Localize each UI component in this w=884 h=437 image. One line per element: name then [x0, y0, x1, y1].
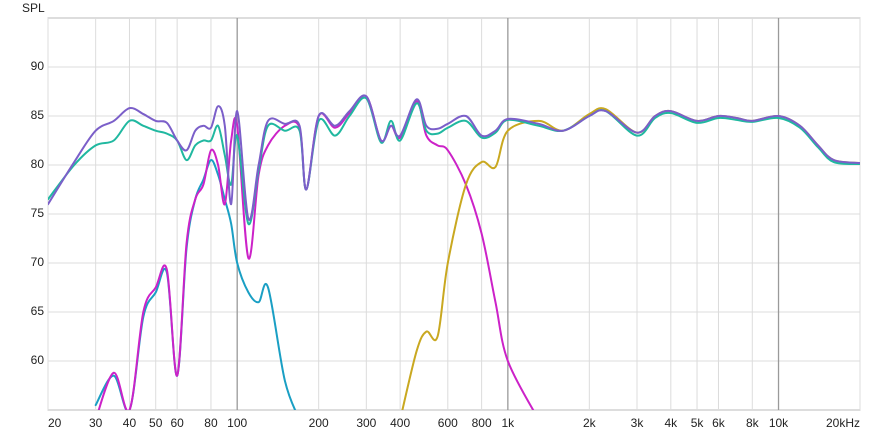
x-tick-label: 300: [356, 416, 376, 430]
x-tick-label: 5k: [691, 416, 705, 430]
x-tick-label: 400: [390, 416, 410, 430]
y-tick-label: 90: [31, 59, 45, 73]
y-tick-label: 80: [31, 157, 45, 171]
curves: [48, 94, 860, 410]
x-tick-label: 3k: [631, 416, 645, 430]
response-curve: [97, 94, 535, 410]
y-tick-label: 65: [31, 304, 45, 318]
x-tick-label: 20kHz: [826, 416, 860, 430]
x-tick-label: 600: [438, 416, 458, 430]
x-tick-label: 200: [309, 416, 329, 430]
x-tick-label: 80: [204, 416, 218, 430]
x-tick-label: 6k: [712, 416, 726, 430]
x-tick-label: 60: [170, 416, 184, 430]
x-tick-label: 8k: [746, 416, 760, 430]
y-axis-label: SPL: [22, 1, 45, 15]
x-tick-label: 800: [472, 416, 492, 430]
x-tick-label: 20: [48, 416, 62, 430]
x-tick-label: 10k: [769, 416, 789, 430]
x-tick-label: 100: [227, 416, 247, 430]
y-tick-label: 75: [31, 206, 45, 220]
y-tick-label: 60: [31, 353, 45, 367]
x-tick-label: 2k: [583, 416, 597, 430]
response-curve: [48, 94, 860, 221]
y-tick-label: 70: [31, 255, 45, 269]
x-tick-label: 40: [123, 416, 137, 430]
y-tick-label: 85: [31, 108, 45, 122]
x-tick-label: 1k: [502, 416, 516, 430]
x-tick-label: 4k: [664, 416, 678, 430]
x-tick-label: 30: [89, 416, 103, 430]
x-tick-label: 50: [149, 416, 163, 430]
